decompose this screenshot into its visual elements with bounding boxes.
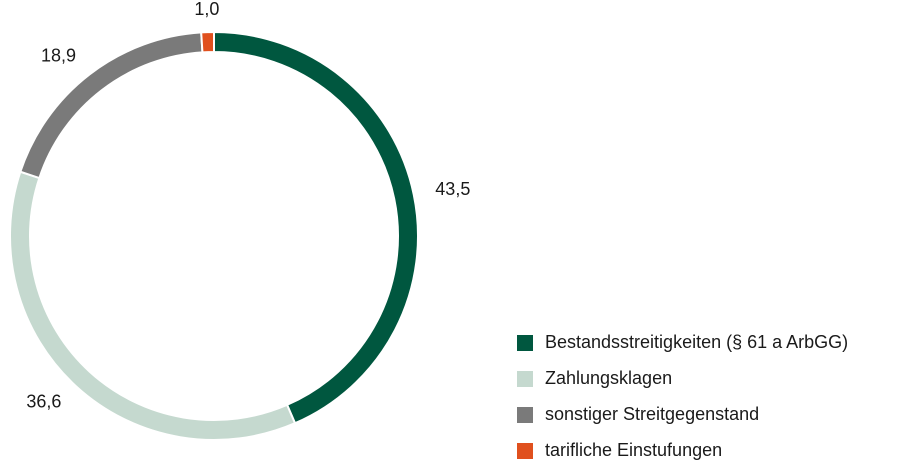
donut-segment xyxy=(200,30,215,54)
legend-label: Zahlungsklagen xyxy=(545,368,672,388)
legend-swatch xyxy=(517,371,533,387)
legend-swatch xyxy=(517,407,533,423)
legend-label: Bestandsstreitigkeiten (§ 61 a ArbGG) xyxy=(545,332,848,352)
donut-segment xyxy=(213,30,419,425)
legend-swatch xyxy=(517,335,533,351)
data-label: 18,9 xyxy=(41,46,76,66)
legend-label: sonstiger Streitgegenstand xyxy=(545,404,759,424)
legend-swatch xyxy=(517,443,533,459)
legend-label: tarifliche Einstufungen xyxy=(545,440,722,460)
data-label: 43,5 xyxy=(435,179,470,199)
data-label: 1,0 xyxy=(194,0,219,19)
data-label: 36,6 xyxy=(26,391,61,411)
